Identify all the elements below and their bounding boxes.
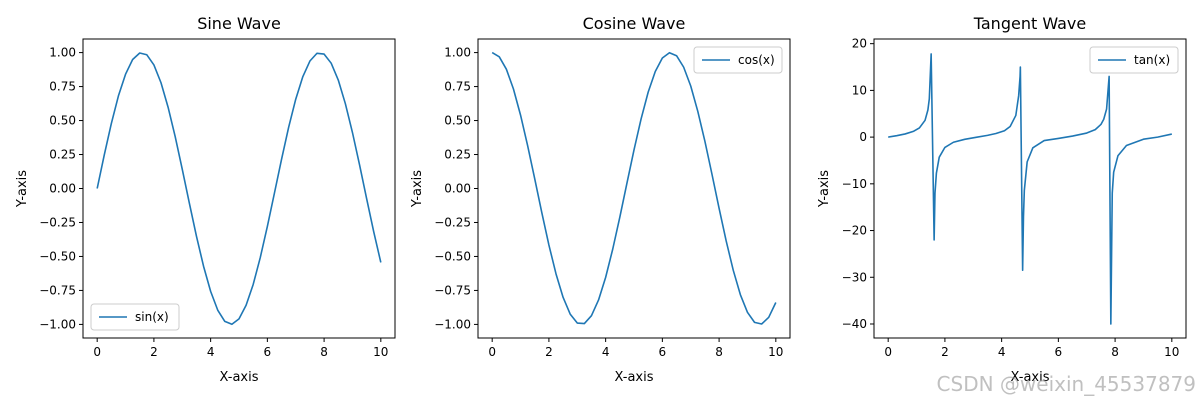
x-tick-label: 8 <box>715 345 723 359</box>
legend: cos(x) <box>693 46 783 74</box>
subplot-2: Cosine Wave 0 2 4 6 8 10 1.00 0.75 0.50 0.25 0.00 −0… <box>410 14 791 385</box>
x-tick-label: 6 <box>264 345 272 359</box>
chart-title: Tangent Wave <box>973 14 1086 33</box>
y-axis-label: Y-axis <box>817 170 832 208</box>
y-tick-label: 10 <box>852 83 867 97</box>
y-tick-label: 1.00 <box>49 46 76 60</box>
y-tick-label: −20 <box>842 224 867 238</box>
y-tick-label: 0.25 <box>444 148 471 162</box>
legend-label: tan(x) <box>1134 53 1170 67</box>
x-tick-label: 8 <box>1111 345 1119 359</box>
x-tick-label: 6 <box>1055 345 1063 359</box>
legend-box <box>90 303 180 331</box>
y-tick-label: 0.50 <box>444 114 471 128</box>
legend-box <box>1089 46 1179 74</box>
y-tick-label: −30 <box>842 270 867 284</box>
legend: tan(x) <box>1089 46 1179 74</box>
y-tick-label: −10 <box>842 177 867 191</box>
axes-frame <box>873 38 1187 339</box>
y-tick-label: −40 <box>842 317 867 331</box>
y-tick-label: −1.00 <box>39 317 76 331</box>
axes-frame <box>477 38 791 339</box>
y-tick-label: −0.50 <box>39 249 76 263</box>
x-tick-label: 0 <box>884 345 892 359</box>
x-tick-label: 6 <box>659 345 667 359</box>
y-tick-label: 1.00 <box>444 46 471 60</box>
axes-frame <box>82 38 396 339</box>
legend-box <box>693 46 783 74</box>
x-tick-label: 10 <box>1164 345 1179 359</box>
y-tick-label: 20 <box>852 37 867 51</box>
legend: sin(x) <box>90 303 180 331</box>
series-line-sin(x) <box>96 52 382 326</box>
chart-title: Sine Wave <box>197 14 281 33</box>
series-line-cos(x) <box>491 51 777 325</box>
y-tick-label: 0 <box>859 130 867 144</box>
x-tick-label: 2 <box>150 345 158 359</box>
series-line-tan(x) <box>888 53 1172 325</box>
legend-label: cos(x) <box>738 53 775 67</box>
x-tick-label: 4 <box>602 345 610 359</box>
x-tick-label: 2 <box>941 345 949 359</box>
x-tick-label: 0 <box>93 345 101 359</box>
y-tick-label: 0.50 <box>49 114 76 128</box>
x-tick-label: 8 <box>320 345 328 359</box>
y-tick-label: −0.75 <box>39 283 76 297</box>
legend-label: sin(x) <box>135 310 169 324</box>
y-tick-label: 0.75 <box>444 80 471 94</box>
x-axis-label: X-axis <box>220 370 259 385</box>
watermark-text: CSDN @weixin_45537879 <box>936 372 1196 396</box>
subplot-3: Tangent Wave 0 2 4 6 8 10 20 10 0 −10 −20 −30 −40 X-ax… <box>817 14 1187 385</box>
x-tick-label: 0 <box>488 345 496 359</box>
x-axis-label: X-axis <box>1011 370 1050 385</box>
x-tick-label: 10 <box>373 345 388 359</box>
chart-title: Cosine Wave <box>583 14 686 33</box>
x-axis-label: X-axis <box>615 370 654 385</box>
y-axis-label: Y-axis <box>15 170 30 208</box>
y-axis-label: Y-axis <box>410 170 425 208</box>
y-tick-label: −0.75 <box>434 283 471 297</box>
y-tick-label: 0.25 <box>49 148 76 162</box>
x-tick-label: 4 <box>998 345 1006 359</box>
subplot-1: Sine Wave 0 2 4 6 8 10 1.00 0.75 0.50 0.25 0.00 −0.2… <box>15 14 396 385</box>
y-tick-label: −1.00 <box>434 317 471 331</box>
y-tick-label: −0.25 <box>434 215 471 229</box>
x-tick-label: 10 <box>768 345 783 359</box>
y-tick-label: −0.50 <box>434 249 471 263</box>
y-tick-label: 0.00 <box>444 182 471 196</box>
y-tick-label: −0.25 <box>39 215 76 229</box>
x-tick-label: 4 <box>207 345 215 359</box>
y-tick-label: 0.75 <box>49 80 76 94</box>
x-tick-label: 2 <box>545 345 553 359</box>
y-tick-label: 0.00 <box>49 182 76 196</box>
